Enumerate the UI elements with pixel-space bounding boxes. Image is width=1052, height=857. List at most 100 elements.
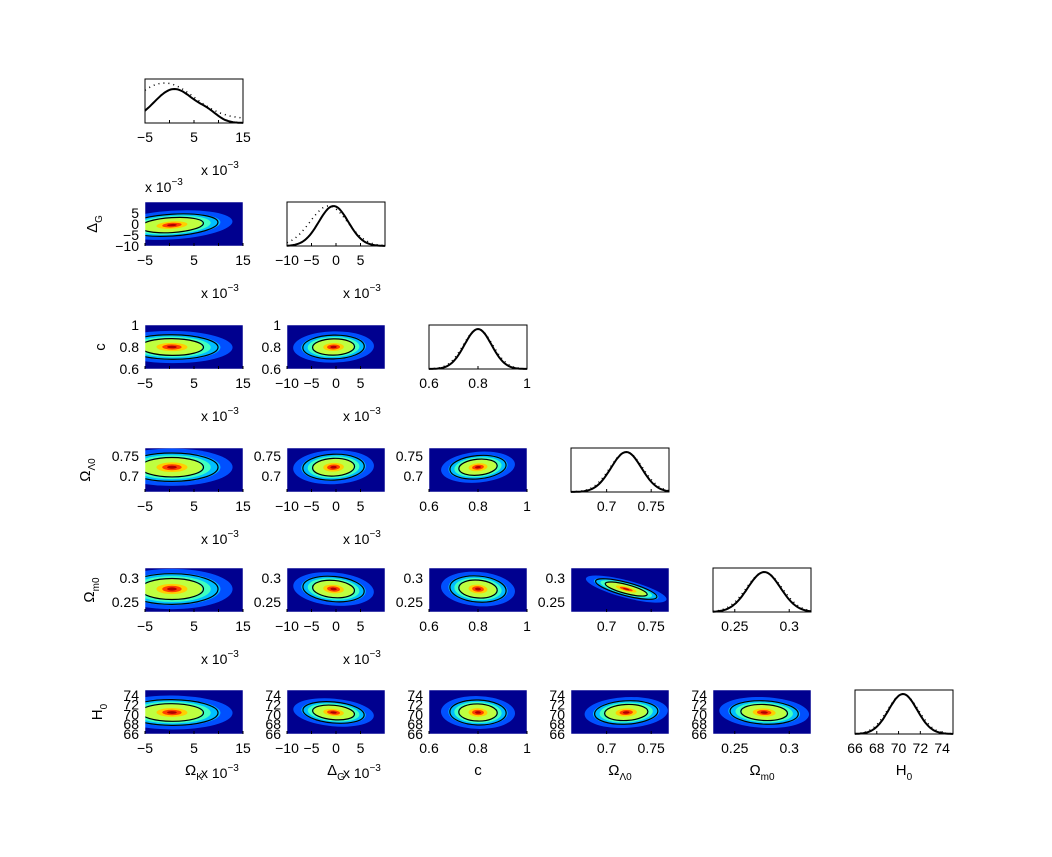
x-tick-label: 5 [357, 498, 365, 514]
x-tick-label: −5 [137, 618, 153, 634]
plot-grid: −5 5 15x 10−3−10 −5 0 5x 10−30.6 0.8 10.7 0.750.… [77, 78, 954, 783]
density-map [429, 448, 527, 492]
marginal-plot-omm: 0.25 0.3 [712, 567, 812, 634]
density-map [145, 568, 243, 612]
marginal-posterior-line [854, 692, 953, 735]
x-tick-label: 0.6 [419, 375, 439, 391]
x-tick-label: −5 [137, 129, 153, 145]
y-tick-label: 66 [691, 726, 707, 742]
density-level [167, 345, 177, 349]
y-tick-label: 74 [691, 687, 707, 703]
joint-plot-oml-omm: 0.7 0.75 0.25 0.3 [538, 567, 670, 634]
density-map [145, 202, 243, 246]
y-tick-label: 0.25 [112, 594, 139, 610]
x-tick-label: 5 [190, 129, 198, 145]
contour-68 [145, 338, 205, 356]
y-tick-label: 0.75 [112, 448, 139, 464]
marginal-likelihood-line [570, 451, 670, 493]
x-tick-label: 15 [235, 498, 251, 514]
contour-68 [604, 581, 648, 597]
density-level [475, 711, 481, 714]
density-map [429, 568, 527, 612]
x-axis-label-omm: Ωm0 [749, 762, 775, 783]
y-tick-label: 68 [549, 716, 565, 732]
y-tick-label: 74 [123, 687, 139, 703]
x-tick-label: −10 [275, 498, 299, 514]
y-tick-label: 68 [407, 716, 423, 732]
x-tick-label: 66 [847, 740, 863, 756]
x-tick-label: −10 [275, 740, 299, 756]
x-tick-label: 0.75 [638, 740, 665, 756]
y-tick-label: 0.25 [396, 594, 423, 610]
x-tick-label: 0.8 [468, 618, 488, 634]
x-tick-label: 0.75 [638, 498, 665, 514]
y-tick-label: 72 [123, 697, 139, 713]
x-axis-ticks: −5 5 15 [137, 243, 251, 268]
contour-95 [145, 334, 219, 360]
contour-95 [729, 700, 799, 725]
y-tick-label: 0.3 [120, 570, 140, 586]
x-tick-label: 0 [332, 618, 340, 634]
y-tick-label: 70 [123, 706, 139, 722]
density-map [571, 690, 669, 734]
y-axis-ticks: 0.25 0.3 [254, 570, 281, 610]
density-level [475, 587, 481, 591]
density-map [287, 325, 385, 369]
multiplier-label: x 10−3 [201, 763, 239, 781]
density-level [167, 223, 177, 227]
multiplier-label: x 10−3 [343, 763, 381, 781]
marginal-plot-h0: 66 68 70 72 74 [847, 689, 954, 756]
x-tick-label: 15 [235, 129, 251, 145]
contour-68 [312, 704, 356, 721]
multiplier-label: x 10−3 [343, 529, 381, 547]
x-tick-label: 74 [934, 740, 950, 756]
marginal-posterior-line [429, 327, 527, 370]
contour-95 [145, 698, 219, 726]
marginal-frame [428, 324, 528, 370]
x-tick-label: 1 [523, 618, 531, 634]
contour-95 [449, 454, 507, 480]
marginal-plot-omk: −5 5 15 x 10−3 [137, 78, 251, 178]
x-tick-label: 0.75 [638, 618, 665, 634]
x-tick-label: 68 [869, 740, 885, 756]
x-tick-label: 5 [357, 252, 365, 268]
x-tick-label: 0 [332, 740, 340, 756]
x-tick-label: 5 [190, 498, 198, 514]
joint-plot-omk-omm: −5 5 15 0.25 0.3 x 10−3 [112, 567, 251, 667]
x-axis-ticks: 0.7 0.75 [597, 609, 665, 634]
marginal-plot-dg: −10 −5 0 5 x 10−3 [275, 201, 386, 301]
x-tick-label: 0.7 [597, 618, 617, 634]
y-tick-label: 0.3 [404, 570, 424, 586]
x-tick-label: 15 [235, 375, 251, 391]
x-tick-label: 1 [523, 375, 531, 391]
x-tick-label: 5 [357, 740, 365, 756]
x-tick-label: 0.6 [419, 498, 439, 514]
x-tick-label: 5 [190, 740, 198, 756]
x-tick-label: 15 [235, 618, 251, 634]
marginal-posterior-line [571, 450, 670, 493]
density-map [287, 690, 385, 734]
density-level [167, 711, 177, 714]
joint-plot-c-oml: 0.6 0.8 1 0.7 0.75 [396, 447, 531, 514]
y-tick-label: 1 [131, 317, 139, 333]
marginal-frame [286, 201, 386, 247]
contour-68 [311, 579, 356, 599]
x-tick-label: −10 [275, 252, 299, 268]
y-tick-label: 68 [123, 716, 139, 732]
contour-68 [145, 577, 205, 601]
x-tick-label: 0.8 [468, 740, 488, 756]
x-tick-label: 0 [332, 498, 340, 514]
x-tick-label: 72 [913, 740, 929, 756]
y-axis-label-dg: ΔG [84, 215, 105, 233]
y-tick-label: 5 [131, 205, 139, 221]
y-tick-label: 0.6 [262, 361, 282, 377]
x-axis-label-oml: ΩΛ0 [608, 762, 632, 783]
y-tick-label: 74 [407, 687, 423, 703]
y-tick-label: 0.7 [120, 468, 140, 484]
contour-95 [302, 334, 365, 360]
density-map [713, 690, 811, 734]
x-axis-ticks: −10 −5 0 5 [275, 366, 365, 391]
